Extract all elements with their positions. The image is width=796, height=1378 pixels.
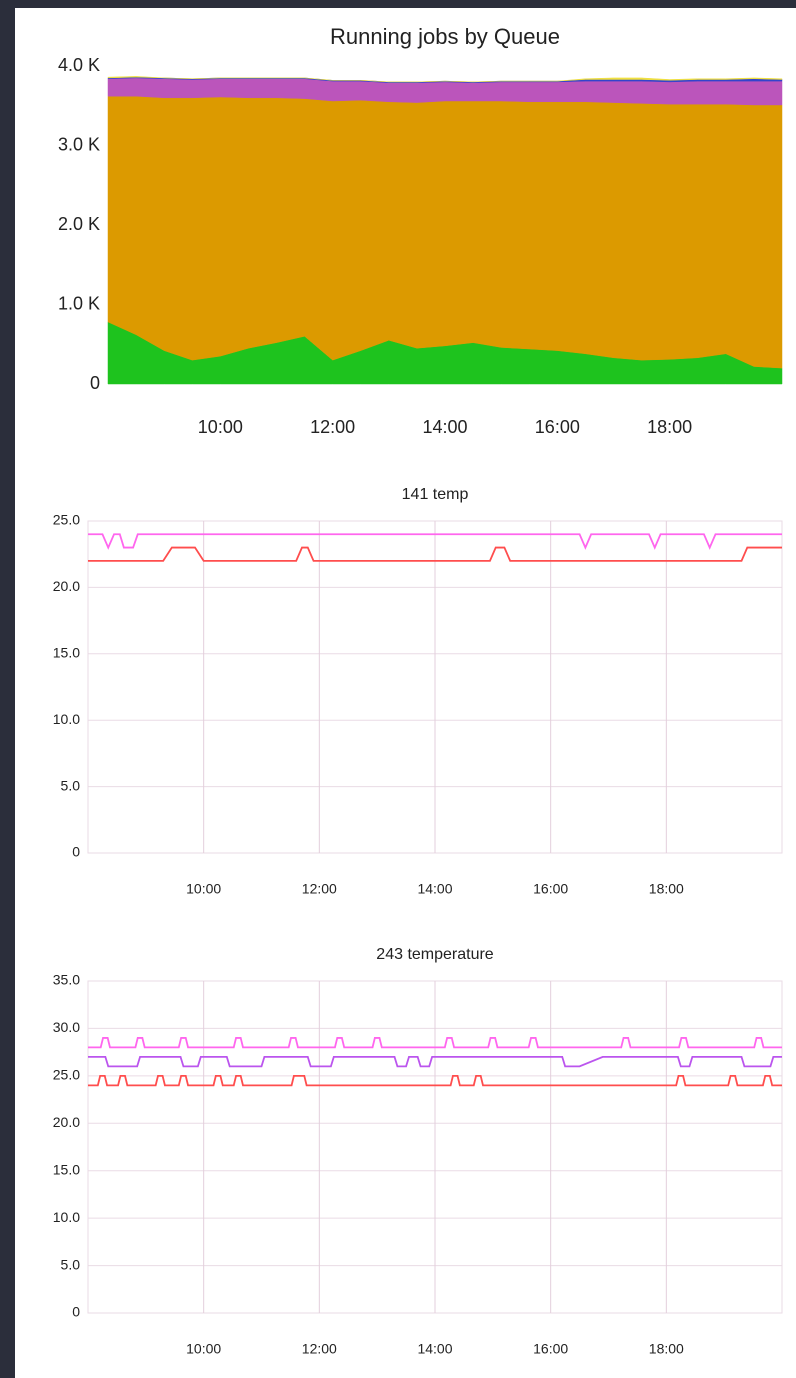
x-tick-label: 16:00	[533, 881, 568, 897]
line	[88, 533, 782, 550]
y-tick-label: 30.0	[53, 1019, 80, 1035]
y-tick-label: 5.0	[61, 1256, 81, 1272]
y-tick-label: 35.0	[53, 972, 80, 988]
y-tick-label: 0	[90, 373, 100, 393]
chart-title: 141 temp	[402, 486, 469, 503]
x-tick-label: 16:00	[533, 1341, 568, 1357]
y-tick-label: 4.0 K	[58, 55, 100, 75]
x-tick-label: 10:00	[198, 417, 243, 437]
y-tick-label: 10.0	[53, 711, 80, 727]
x-tick-label: 10:00	[186, 881, 221, 897]
x-tick-label: 14:00	[422, 417, 467, 437]
x-tick-label: 12:00	[302, 1341, 337, 1357]
line	[88, 546, 782, 562]
y-tick-label: 1.0 K	[58, 293, 100, 313]
y-tick-label: 20.0	[53, 578, 80, 594]
y-tick-label: 3.0 K	[58, 134, 100, 154]
y-tick-label: 15.0	[53, 1161, 80, 1177]
y-tick-label: 10.0	[53, 1209, 80, 1225]
chart-title: Running jobs by Queue	[330, 24, 560, 49]
chart-title: 243 temperature	[376, 946, 494, 963]
x-tick-label: 12:00	[302, 881, 337, 897]
y-tick-label: 20.0	[53, 1114, 80, 1130]
y-tick-label: 0	[72, 844, 80, 860]
x-tick-label: 12:00	[310, 417, 355, 437]
line	[88, 1074, 782, 1087]
area	[107, 95, 783, 369]
y-tick-label: 25.0	[53, 512, 80, 528]
line	[88, 1055, 782, 1068]
line	[88, 1037, 782, 1049]
x-tick-label: 16:00	[535, 417, 580, 437]
x-tick-label: 18:00	[649, 881, 684, 897]
y-tick-label: 2.0 K	[58, 214, 100, 234]
x-tick-label: 10:00	[186, 1341, 221, 1357]
area	[107, 76, 783, 83]
x-tick-label: 18:00	[647, 417, 692, 437]
y-tick-label: 0	[72, 1304, 80, 1320]
y-tick-label: 25.0	[53, 1067, 80, 1083]
x-tick-label: 14:00	[417, 881, 452, 897]
x-tick-label: 14:00	[417, 1341, 452, 1357]
x-tick-label: 18:00	[649, 1341, 684, 1357]
y-tick-label: 15.0	[53, 645, 80, 661]
y-tick-label: 5.0	[61, 777, 81, 793]
